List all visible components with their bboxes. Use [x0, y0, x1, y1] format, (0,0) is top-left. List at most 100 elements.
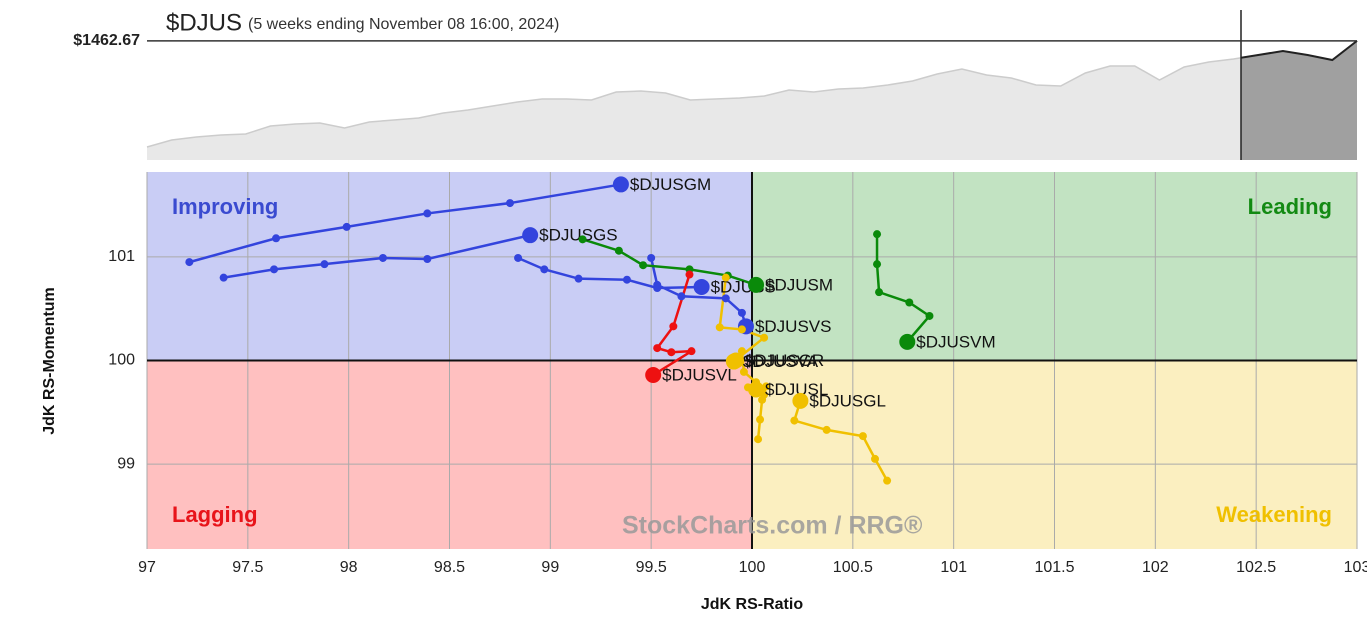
series-label: $DJUSGM [630, 175, 711, 194]
x-tick-label: 101.5 [1034, 559, 1074, 576]
y-tick-label: 99 [117, 455, 135, 472]
trail-point [762, 382, 771, 391]
trail-point [423, 255, 432, 263]
trail-point [614, 246, 623, 255]
trail-point [677, 292, 686, 301]
series-label: $DJUSM [765, 275, 833, 294]
x-axis-title: JdK RS-Ratio [701, 596, 803, 613]
trail-head [522, 227, 539, 244]
trail-point [647, 253, 656, 262]
trail-head [899, 333, 916, 350]
trail-point [737, 347, 746, 356]
series-label: $DJUSVS [755, 317, 832, 336]
price-label: $1462.67 [73, 32, 140, 49]
trail-point [272, 234, 281, 243]
quadrant-label: Lagging [172, 502, 258, 527]
x-tick-label: 99.5 [636, 559, 667, 576]
trail-point [721, 294, 730, 303]
trail-point [756, 415, 765, 424]
trail-point [871, 454, 880, 463]
trail-point [875, 288, 884, 297]
trail-head [748, 276, 765, 293]
trail-head [727, 352, 744, 369]
x-tick-label: 102.5 [1236, 559, 1276, 576]
trail-point [667, 348, 676, 357]
trail-point [822, 425, 831, 434]
trail [582, 238, 757, 287]
trail-point [320, 260, 329, 269]
trail-point [506, 199, 514, 208]
trail-head [645, 367, 662, 383]
price-area [147, 40, 1357, 160]
trail-point [423, 209, 432, 218]
series-label: $DJUSVL [662, 365, 737, 384]
x-tick-label: 99 [541, 559, 559, 576]
trail-point [685, 270, 694, 279]
trail-point [578, 235, 587, 244]
trail-point [669, 322, 678, 331]
trail [652, 274, 693, 377]
trail-head [693, 278, 710, 295]
trail-point [715, 323, 724, 332]
x-tick-label: 97.5 [232, 559, 263, 576]
trail-point [758, 395, 767, 404]
rrg-chart: Improving Leading Lagging Weakening StockCha… [108, 172, 1367, 576]
x-tick-label: 100.5 [833, 559, 873, 576]
trail-point [342, 222, 351, 231]
trail-point [378, 253, 387, 262]
quadrant-label: Improving [172, 194, 278, 219]
x-tick-label: 98.5 [434, 559, 465, 576]
x-tick-label: 102 [1142, 559, 1169, 576]
trail-point [270, 265, 279, 274]
trail-head [748, 381, 765, 398]
x-tick-label: 100 [739, 559, 766, 576]
trail-point [790, 416, 799, 425]
price-area-recent [1241, 40, 1357, 160]
trail-point [905, 298, 914, 307]
trail-point [653, 344, 662, 353]
trail-point [760, 333, 769, 342]
trail-point [540, 265, 549, 274]
trail-point [754, 435, 763, 444]
y-tick-label: 101 [108, 248, 135, 265]
trail-point [883, 476, 892, 485]
y-axis-title: JdK RS-Momentum [41, 287, 58, 435]
trail-point [737, 325, 746, 334]
trail-point [739, 367, 748, 376]
trail [875, 234, 932, 343]
trail [189, 183, 622, 264]
price-line [146, 40, 1358, 148]
x-tick-label: 97 [138, 559, 156, 576]
trail-point [721, 273, 730, 282]
series-label: $DJUSL [765, 380, 828, 399]
series-label: $DJUSGL [809, 391, 886, 410]
watermark: StockCharts.com / RRG® [622, 512, 923, 540]
trail-point [925, 311, 934, 320]
quadrant-label: Weakening [1216, 502, 1332, 527]
y-tick-label: 100 [108, 352, 135, 369]
series-label: $DJUSGS [539, 226, 617, 245]
trail-point [653, 280, 662, 289]
trail-point [219, 273, 228, 282]
x-tick-label: 103 [1344, 559, 1367, 576]
chart-title: $DJUS [166, 9, 242, 36]
trail [223, 233, 531, 279]
trail-point [858, 432, 867, 441]
quadrant-label: Leading [1248, 194, 1332, 219]
series-label: $DJUSVM [916, 332, 995, 351]
x-tick-label: 98 [340, 559, 358, 576]
trail-point [622, 275, 631, 284]
trail-point [873, 230, 882, 239]
trail-head [612, 176, 629, 193]
chart-subtitle: (5 weeks ending November 08 16:00, 2024) [248, 16, 559, 33]
trail-point [574, 274, 583, 283]
trail-point [873, 260, 882, 269]
trail-point [687, 347, 696, 356]
price-chart: $1462.67 [73, 10, 1358, 160]
series-label: $DJUSGR [745, 351, 824, 370]
trail-point [185, 258, 194, 267]
trail-head [792, 392, 809, 409]
trail-point [514, 253, 523, 262]
trail-point [737, 308, 746, 317]
